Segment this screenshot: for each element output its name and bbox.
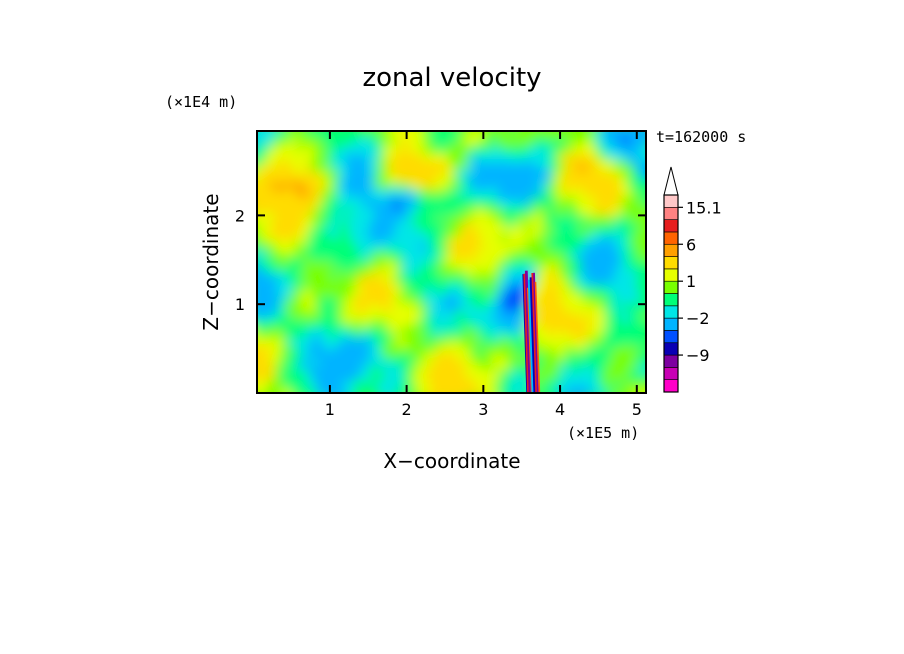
field-patch bbox=[638, 144, 646, 157]
shear-streak bbox=[524, 270, 532, 393]
x-tick-label: 4 bbox=[555, 400, 565, 419]
shear-streaks bbox=[522, 270, 541, 393]
y-unit-label: (×1E4 m) bbox=[165, 93, 237, 111]
colorbar-swatch bbox=[663, 305, 679, 319]
colorbar-swatch bbox=[663, 293, 679, 307]
x-unit-label: (×1E5 m) bbox=[567, 424, 639, 442]
shear-streak bbox=[534, 281, 541, 393]
colorbar-swatch bbox=[663, 342, 679, 356]
colorbar-swatch bbox=[663, 367, 679, 380]
field-patch bbox=[639, 194, 646, 206]
colorbar-swatch bbox=[663, 280, 679, 294]
colorbar-tick-label: −2 bbox=[686, 309, 710, 328]
colorbar-swatch bbox=[663, 330, 679, 344]
field-patch bbox=[635, 336, 646, 348]
field-patch bbox=[634, 158, 646, 174]
shear-streak bbox=[522, 274, 528, 393]
colorbar-swatch bbox=[663, 268, 679, 282]
colorbar-tick-label: −9 bbox=[686, 346, 710, 365]
colorbar-tick-label: 1 bbox=[686, 272, 696, 291]
x-axis-ticks: 1 2 3 4 5 bbox=[325, 131, 642, 419]
colorbar-swatch bbox=[663, 231, 679, 245]
colorbar-swatch bbox=[663, 317, 679, 331]
colorbar-swatch bbox=[663, 379, 679, 393]
plot-frame bbox=[256, 130, 647, 394]
x-tick-label: 2 bbox=[402, 400, 412, 419]
field-patch bbox=[633, 353, 646, 366]
y-tick-label: 2 bbox=[235, 206, 245, 225]
colorbar-tick-label: 15.1 bbox=[686, 198, 722, 217]
time-label: t=162000 s bbox=[656, 128, 746, 146]
shear-streak bbox=[531, 272, 538, 393]
x-axis-label: X−coordinate bbox=[383, 449, 520, 473]
colorbar bbox=[663, 166, 679, 393]
colorbar-frame bbox=[663, 194, 679, 393]
chart-title: zonal velocity bbox=[362, 63, 541, 93]
x-tick-label: 3 bbox=[478, 400, 488, 419]
colorbar-tick-labels: 15.1 6 1 −2 −9 bbox=[678, 198, 722, 365]
colorbar-swatch bbox=[663, 219, 679, 233]
shear-streak bbox=[523, 273, 531, 393]
shear-streak bbox=[533, 272, 539, 393]
colorbar-swatch bbox=[663, 207, 679, 220]
x-tick-label: 1 bbox=[325, 400, 335, 419]
colorbar-swatch bbox=[663, 243, 679, 257]
shear-streak bbox=[529, 277, 536, 393]
y-axis-ticks: 12 bbox=[235, 206, 646, 314]
colorbar-swatch bbox=[663, 194, 679, 208]
plot-area bbox=[257, 131, 646, 393]
colorbar-swatch bbox=[663, 354, 679, 368]
colorbar-swatch bbox=[663, 256, 679, 270]
field-patch bbox=[638, 131, 646, 142]
y-tick-label: 1 bbox=[235, 295, 245, 314]
x-tick-label: 5 bbox=[632, 400, 642, 419]
field-patch bbox=[634, 317, 646, 330]
field-patch bbox=[635, 178, 646, 189]
colorbar-extend-arrow bbox=[663, 166, 679, 196]
colorbar-tick-label: 6 bbox=[686, 235, 696, 254]
velocity-field bbox=[257, 131, 646, 393]
y-axis-label: Z−coordinate bbox=[199, 193, 223, 330]
field-patch bbox=[639, 345, 646, 356]
field-patch bbox=[637, 378, 646, 393]
shear-streak bbox=[527, 279, 535, 393]
